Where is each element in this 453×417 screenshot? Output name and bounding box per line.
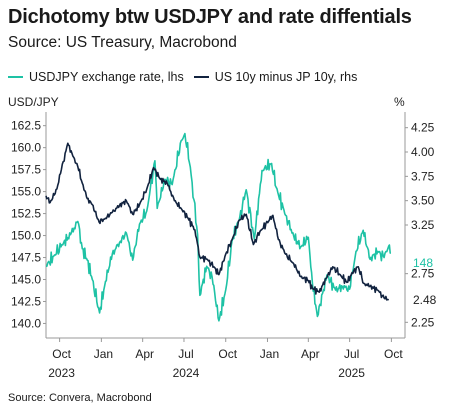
right-tick-label: 3.50	[411, 194, 435, 208]
right-tick-label: 4.00	[411, 145, 435, 159]
x-year-label: 2025	[338, 366, 365, 380]
left-tick-label: 145.0	[11, 273, 41, 287]
right-tick-label: 4.25	[411, 121, 435, 135]
right-tick-label: 3.75	[411, 169, 435, 183]
x-tick-label: Jul	[344, 347, 359, 361]
left-tick-label: 162.5	[11, 119, 41, 133]
left-tick-label: 147.5	[11, 251, 41, 265]
legend-swatch-spread	[193, 76, 209, 78]
right-tick-label: 3.25	[411, 218, 435, 232]
chart-legend: USDJPY exchange rate, lhs US 10y minus J…	[8, 70, 367, 84]
x-tick-label: Apr	[301, 347, 320, 361]
x-tick-label: Jul	[178, 347, 193, 361]
x-tick-label: Jan	[260, 347, 279, 361]
x-tick-label: Oct	[384, 347, 403, 361]
left-tick-label: 157.5	[11, 163, 41, 177]
x-year-label: 2023	[48, 366, 75, 380]
x-year-label: 2024	[173, 366, 200, 380]
series-line-spread	[45, 142, 390, 301]
left-axis-label: USD/JPY	[8, 95, 59, 109]
legend-item-usdjpy: USDJPY exchange rate, lhs	[8, 70, 184, 84]
left-tick-label: 160.0	[11, 141, 41, 155]
x-tick-label: Jan	[94, 347, 113, 361]
legend-swatch-usdjpy	[8, 76, 23, 78]
left-tick-label: 155.0	[11, 185, 41, 199]
end-value-label: 148	[413, 256, 433, 270]
left-tick-label: 150.0	[11, 229, 41, 243]
right-tick-label: 2.25	[411, 315, 435, 329]
right-axis-label: %	[394, 95, 405, 109]
chart-plot: USD/JPY % 162.5 160.0 157.5 155.0 152.5 150.0…	[8, 95, 437, 380]
x-tick-label: Apr	[135, 347, 154, 361]
legend-label-spread: US 10y minus JP 10y, rhs	[214, 70, 358, 84]
right-tick-label: 2.75	[411, 267, 435, 281]
x-tick-label: Oct	[52, 347, 71, 361]
chart-subtitle: Source: US Treasury, Macrobond	[8, 34, 237, 51]
series-line-usdjpy	[45, 132, 392, 322]
x-tick-label: Oct	[218, 347, 237, 361]
left-tick-label: 142.5	[11, 294, 41, 308]
legend-label-usdjpy: USDJPY exchange rate, lhs	[29, 70, 184, 84]
end-value-label: 2.48	[413, 293, 437, 307]
left-tick-label: 152.5	[11, 207, 41, 221]
source-note: Source: Convera, Macrobond	[8, 392, 152, 404]
left-tick-label: 140.0	[11, 316, 41, 330]
chart-title: Dichotomy btw USDJPY and rate diffential…	[8, 6, 412, 28]
legend-item-spread: US 10y minus JP 10y, rhs	[193, 70, 358, 84]
